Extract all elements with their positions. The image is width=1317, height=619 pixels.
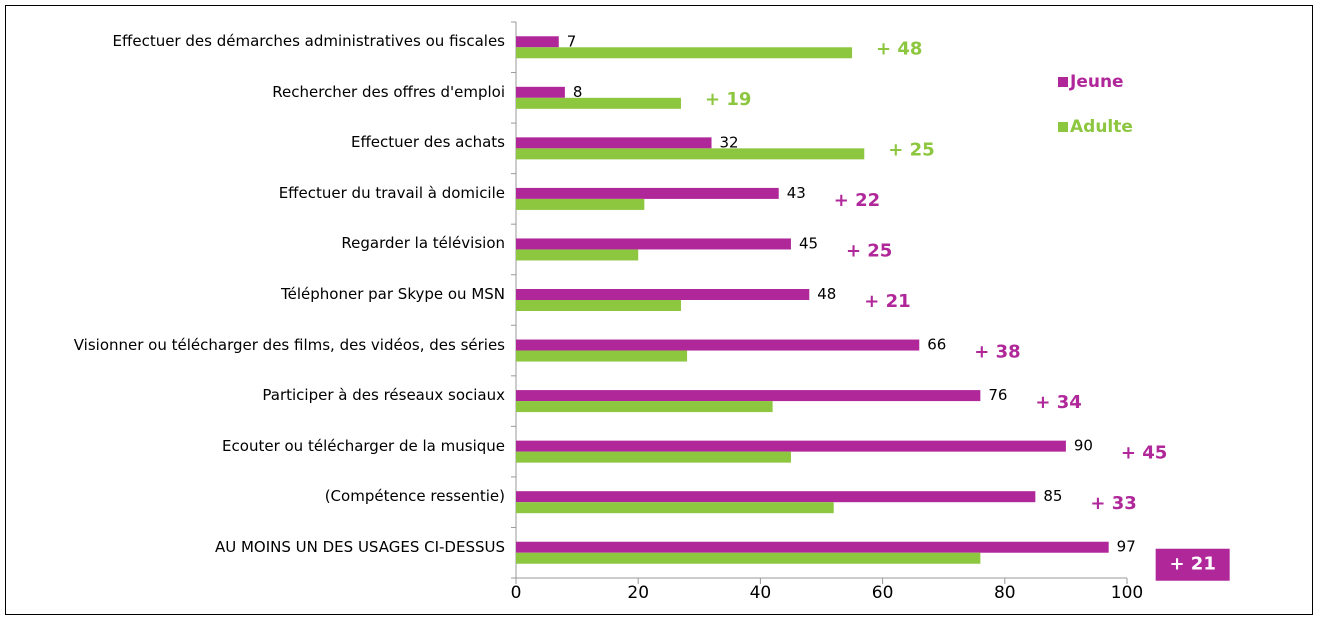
legend-label: Adulte [1070, 117, 1133, 137]
annotation: + 25 [888, 139, 934, 160]
value-label: 66 [927, 336, 946, 354]
bar [516, 47, 853, 59]
value-label: 32 [720, 133, 739, 151]
bar [516, 289, 810, 300]
category-label: Ecouter ou télécharger de la musique [0, 436, 505, 456]
bar [516, 541, 1109, 553]
category-label: Effectuer des achats [0, 132, 505, 152]
bar [516, 249, 639, 261]
bar [516, 440, 1066, 452]
x-tick-label: 0 [511, 583, 522, 603]
category-label: Participer à des réseaux sociaux [0, 385, 505, 405]
category-text: Participer à des réseaux sociaux [262, 386, 505, 405]
value-label: 48 [817, 285, 836, 303]
category-label: Effectuer des démarches administratives … [0, 31, 505, 51]
legend-swatch [1058, 77, 1068, 87]
value-label: 85 [1043, 487, 1062, 505]
bar [516, 97, 681, 109]
category-text: Ecouter ou télécharger de la musique [222, 436, 505, 455]
bar [516, 339, 920, 351]
x-tick-label: 20 [627, 583, 649, 603]
category-text: Effectuer du travail à domicile [278, 183, 505, 202]
category-text: Effectuer des achats [350, 133, 505, 152]
bar [516, 491, 1036, 503]
x-tick-label: 60 [872, 583, 894, 603]
category-label: Effectuer du travail à domicile [0, 183, 505, 203]
annotation: + 38 [974, 342, 1020, 363]
value-label: 76 [988, 386, 1007, 404]
bar [516, 238, 791, 250]
value-label: 90 [1074, 437, 1093, 455]
annotation: + 21 [1169, 554, 1215, 575]
bar [516, 502, 834, 514]
legend-label: Jeune [1069, 72, 1124, 92]
bar [516, 300, 681, 311]
bar [516, 137, 712, 149]
bar [516, 552, 981, 564]
annotation: + 22 [834, 190, 880, 211]
category-label: Téléphoner par Skype ou MSN [0, 284, 505, 304]
category-text: Effectuer des démarches administratives … [112, 32, 505, 51]
bar [516, 401, 773, 413]
category-text: AU MOINS UN DES USAGES CI-DESSUS [214, 537, 505, 556]
x-tick-label: 100 [1111, 583, 1143, 603]
category-text: Rechercher des offres d'emploi [272, 82, 505, 101]
category-text: Téléphoner par Skype ou MSN [281, 285, 505, 303]
category-text: (Compétence ressentie) [324, 487, 505, 506]
x-tick-label: 40 [750, 583, 772, 603]
bar [516, 451, 791, 463]
category-label: Rechercher des offres d'emploi [0, 82, 505, 102]
annotation: + 19 [705, 89, 751, 110]
value-label: 8 [573, 83, 583, 101]
bar [516, 350, 688, 362]
value-label: 43 [787, 184, 806, 202]
annotation: + 25 [846, 240, 892, 261]
bar [516, 148, 865, 160]
value-label: 45 [799, 234, 818, 252]
annotation: + 45 [1121, 443, 1167, 464]
category-text: Visionner ou télécharger des films, des … [73, 335, 505, 354]
value-label: 7 [567, 32, 577, 50]
bar [516, 198, 645, 210]
annotation: + 21 [864, 291, 910, 312]
category-label: Visionner ou télécharger des films, des … [0, 335, 505, 355]
value-label: 97 [1117, 538, 1136, 556]
bar [516, 36, 559, 48]
category-label: AU MOINS UN DES USAGES CI-DESSUS [0, 537, 505, 557]
bar [516, 187, 779, 199]
annotation: + 33 [1090, 493, 1136, 514]
bar [516, 86, 565, 98]
legend-swatch [1058, 122, 1068, 132]
bar [516, 390, 981, 402]
annotation: + 34 [1035, 392, 1081, 413]
annotation-box [1155, 548, 1230, 581]
annotation: + 48 [876, 38, 922, 59]
category-label: (Compétence ressentie) [0, 486, 505, 506]
x-tick-label: 80 [994, 583, 1016, 603]
category-text: Regarder la télévision [341, 234, 505, 253]
frame [5, 5, 1313, 615]
category-label: Regarder la télévision [0, 233, 505, 253]
